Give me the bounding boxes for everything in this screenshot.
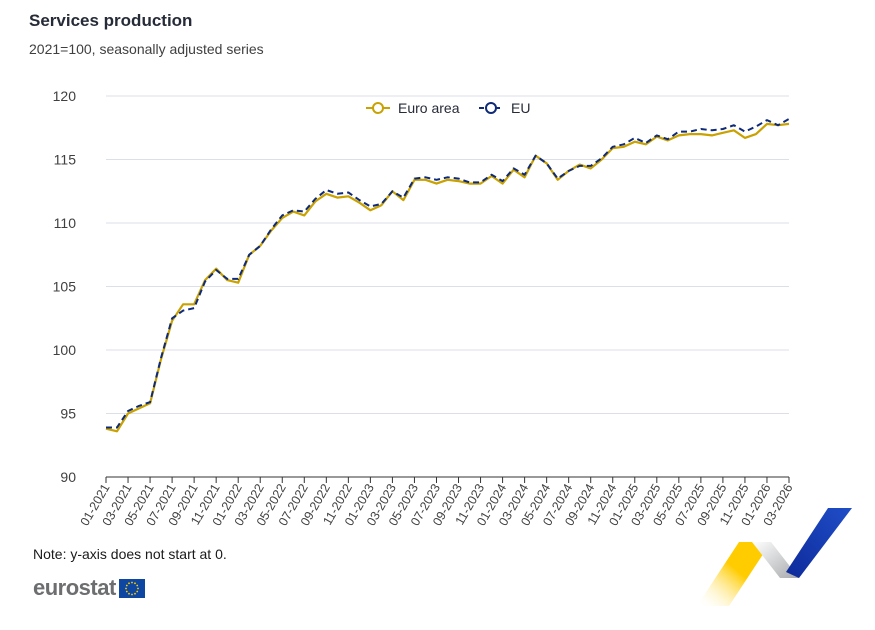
flag-star — [125, 584, 128, 586]
flag-star — [136, 587, 139, 589]
series-lines — [105, 118, 790, 433]
series-line-eu[interactable] — [106, 118, 790, 429]
gridlines — [106, 95, 789, 478]
legend-marker — [372, 102, 384, 114]
y-tick-label: 100 — [53, 342, 77, 358]
flag-star — [127, 581, 130, 584]
flag-star — [124, 587, 127, 589]
y-axis: 90 95 100 105 110 115 120 — [53, 88, 77, 485]
legend-marker — [485, 102, 497, 114]
eu-flag-icon — [118, 578, 145, 598]
eurostat-decoration — [697, 508, 852, 606]
legend-label: EU — [511, 100, 530, 116]
deco-grey-stripe — [752, 542, 799, 578]
legend-item-eu[interactable]: EU — [479, 100, 530, 116]
y-tick-label: 105 — [53, 279, 77, 295]
flag-star — [130, 581, 133, 583]
flag-star — [130, 593, 133, 595]
flag-star — [136, 584, 138, 586]
chart-title: Services production — [29, 11, 193, 30]
y-tick-label: 90 — [60, 469, 76, 485]
eurostat-logo-text: eurostat — [33, 575, 116, 600]
flag-star — [127, 592, 130, 595]
y-tick-label: 95 — [60, 406, 76, 422]
y-tick-label: 110 — [54, 215, 77, 231]
deco-yellow-stripe — [697, 542, 771, 606]
chart-subtitle: 2021=100, seasonally adjusted series — [29, 41, 264, 57]
legend-label: Euro area — [398, 100, 460, 116]
y-tick-label: 120 — [53, 88, 77, 104]
chart-note: Note: y-axis does not start at 0. — [33, 546, 227, 562]
flag-star — [133, 581, 136, 584]
flag-star — [125, 590, 128, 592]
legend-item-euro-area[interactable]: Euro area — [366, 100, 460, 116]
flag-star — [136, 590, 138, 592]
flag-star — [133, 592, 136, 595]
deco-blue-stripe — [786, 508, 852, 578]
legend: Euro area EU — [366, 100, 530, 116]
x-axis: 01-202103-202105-202107-202109-202111-20… — [78, 476, 796, 528]
y-tick-label: 115 — [54, 152, 77, 168]
series-line-euro-area[interactable] — [105, 122, 790, 433]
eurostat-logo: eurostat — [33, 575, 145, 601]
